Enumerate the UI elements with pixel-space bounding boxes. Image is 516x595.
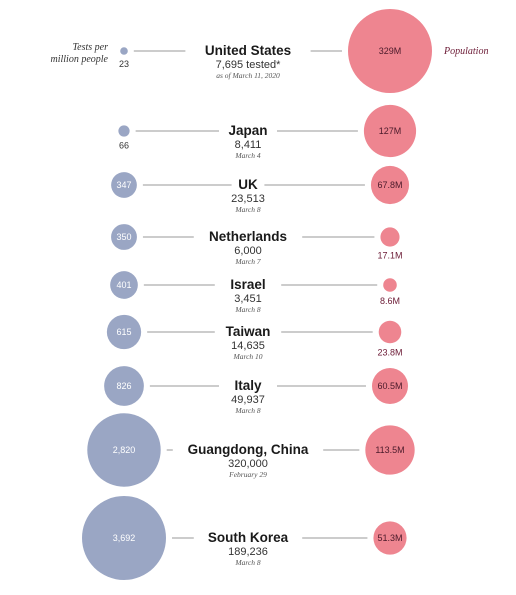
tests-value-label: 350 bbox=[116, 232, 131, 242]
country-name: Guangdong, China bbox=[188, 442, 309, 457]
population-bubble bbox=[383, 278, 397, 292]
tests-bubble bbox=[118, 125, 130, 137]
tests-value-label: 3,692 bbox=[113, 533, 136, 543]
tests-bubble bbox=[111, 172, 137, 198]
tested-count: 14,635 bbox=[231, 340, 265, 352]
population-bubble bbox=[365, 425, 415, 475]
country-name: Israel bbox=[230, 277, 265, 292]
test-date: March 8 bbox=[234, 406, 261, 415]
tests-bubble bbox=[82, 496, 166, 580]
tests-bubble bbox=[104, 366, 144, 406]
test-date: March 10 bbox=[232, 352, 262, 361]
population-value-label: 60.5M bbox=[377, 381, 402, 391]
tested-count: 320,000 bbox=[228, 458, 268, 470]
test-date: March 7 bbox=[234, 257, 261, 266]
population-value-label: 8.6M bbox=[380, 296, 400, 306]
country-name: Netherlands bbox=[209, 229, 287, 244]
population-bubble bbox=[363, 104, 417, 158]
tests-header-line1: Tests per bbox=[73, 42, 109, 53]
tests-bubble bbox=[111, 224, 137, 250]
tests-bubble bbox=[120, 47, 128, 55]
population-value-label: 17.1M bbox=[377, 251, 402, 261]
tested-count: 49,937 bbox=[231, 394, 265, 406]
tests-value-label: 2,820 bbox=[113, 445, 136, 455]
country-name: Italy bbox=[234, 378, 262, 393]
population-bubble bbox=[373, 521, 407, 555]
tested-count: 6,000 bbox=[234, 245, 262, 257]
country-name: Japan bbox=[228, 123, 267, 138]
tests-bubble bbox=[87, 413, 161, 487]
tested-count: 23,513 bbox=[231, 193, 265, 205]
tested-count: 3,451 bbox=[234, 293, 262, 305]
population-value-label: 67.8M bbox=[377, 180, 402, 190]
tests-value-label: 826 bbox=[116, 381, 131, 391]
tested-count: 189,236 bbox=[228, 546, 268, 558]
test-date: March 8 bbox=[234, 305, 261, 314]
test-date: as of March 11, 2020 bbox=[216, 71, 280, 80]
tests-bubble bbox=[110, 271, 138, 299]
country-name: United States bbox=[205, 43, 291, 58]
population-value-label: 23.8M bbox=[377, 347, 402, 357]
country-name: South Korea bbox=[208, 530, 289, 545]
population-bubble bbox=[348, 9, 432, 93]
population-value-label: 127M bbox=[379, 126, 402, 136]
tests-value-label: 66 bbox=[119, 141, 129, 151]
population-header: Population bbox=[443, 46, 488, 57]
population-value-label: 51.3M bbox=[377, 533, 402, 543]
test-date: March 8 bbox=[234, 558, 261, 567]
tests-value-label: 347 bbox=[116, 180, 131, 190]
test-date: March 8 bbox=[234, 205, 261, 214]
population-bubble bbox=[380, 227, 400, 247]
country-name: UK bbox=[238, 177, 258, 192]
tested-count: 7,695 tested* bbox=[216, 59, 282, 71]
tests-value-label: 401 bbox=[116, 280, 131, 290]
tests-value-label: 23 bbox=[119, 59, 129, 69]
tests-bubble bbox=[106, 314, 142, 350]
population-value-label: 329M bbox=[379, 46, 402, 56]
test-date: March 4 bbox=[234, 151, 261, 160]
tests-header-line2: million people bbox=[51, 54, 109, 65]
test-date: February 29 bbox=[228, 470, 267, 479]
tested-count: 8,411 bbox=[235, 139, 262, 151]
population-bubble bbox=[370, 165, 410, 205]
population-bubble bbox=[371, 367, 409, 405]
population-bubble bbox=[378, 320, 402, 344]
country-name: Taiwan bbox=[226, 324, 271, 339]
population-value-label: 113.5M bbox=[375, 445, 404, 455]
tests-value-label: 615 bbox=[116, 327, 131, 337]
